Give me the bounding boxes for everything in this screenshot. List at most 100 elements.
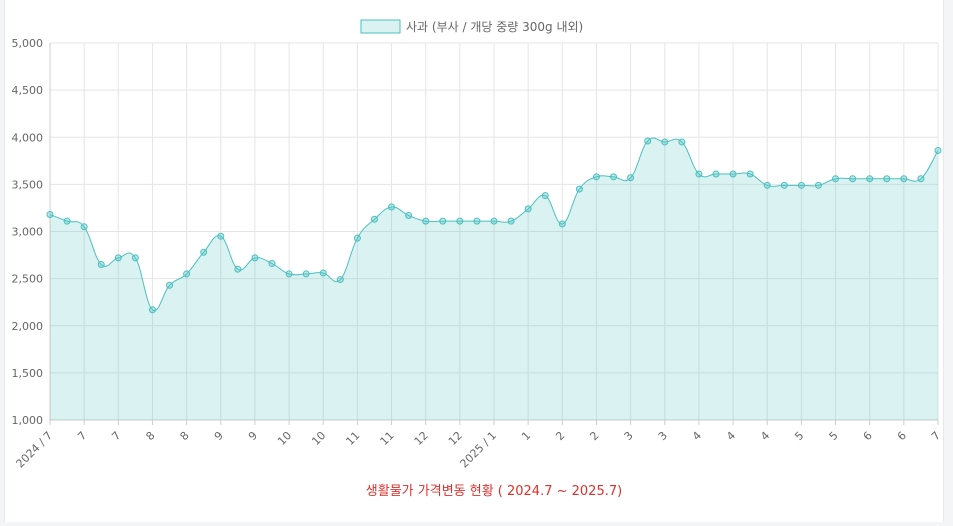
price-chart: 5,000 4,500 4,000 3,500 3,000 2,500 2,000 1,500… — [12, 19, 944, 499]
data-point[interactable] — [405, 211, 413, 219]
x-tick-label: 10 — [309, 429, 328, 448]
data-point[interactable] — [217, 232, 225, 240]
x-tick-label: 3 — [656, 429, 670, 443]
x-tick-label: 7 — [109, 429, 123, 443]
data-point[interactable] — [644, 137, 652, 145]
x-tick-label: 2025 / 1 — [458, 429, 500, 471]
data-point[interactable] — [763, 181, 771, 189]
y-tick-label: 4,000 — [12, 131, 44, 144]
data-point[interactable] — [883, 175, 891, 183]
data-point[interactable] — [490, 217, 498, 225]
data-point[interactable] — [46, 211, 54, 219]
data-point[interactable] — [456, 217, 464, 225]
data-point[interactable] — [388, 203, 396, 211]
data-point[interactable] — [661, 138, 669, 146]
x-tick-label: 11 — [378, 429, 397, 448]
x-tick-label: 9 — [212, 429, 226, 443]
data-point[interactable] — [336, 276, 344, 284]
y-tick-label: 2,000 — [12, 320, 44, 333]
x-tick-label: 6 — [895, 429, 909, 443]
data-point[interactable] — [131, 254, 139, 262]
data-point[interactable] — [592, 173, 600, 181]
x-tick-label: 8 — [143, 429, 157, 443]
x-tick-label: 12 — [446, 429, 465, 448]
y-tick-label: 4,500 — [12, 84, 44, 97]
x-tick-label: 9 — [246, 429, 260, 443]
data-point[interactable] — [183, 270, 191, 278]
data-point[interactable] — [934, 146, 942, 154]
data-point[interactable] — [917, 175, 925, 183]
series-fill — [50, 138, 938, 420]
y-tick-label: 1,500 — [12, 367, 44, 380]
series-line — [49, 137, 939, 312]
data-point[interactable] — [148, 306, 156, 314]
data-point[interactable] — [285, 270, 293, 278]
data-point[interactable] — [900, 175, 908, 183]
y-axis: 5,000 4,500 4,000 3,500 3,000 2,500 2,000 1,500… — [12, 37, 44, 427]
chart-caption: 생활물가 가격변동 현황 ( 2024.7 ~ 2025.7) — [366, 484, 622, 499]
y-tick-label: 5,000 — [12, 37, 44, 50]
chart-card: 5,000 4,500 4,000 3,500 3,000 2,500 2,000 1,500… — [4, 0, 944, 522]
x-tick-label: 2 — [587, 429, 601, 443]
data-point[interactable] — [524, 205, 532, 213]
data-point[interactable] — [422, 217, 430, 225]
y-tick-label: 1,000 — [12, 414, 44, 427]
x-tick-label: 4 — [690, 429, 704, 443]
data-point[interactable] — [849, 175, 857, 183]
y-tick-label: 3,500 — [12, 178, 44, 191]
x-tick-label: 7 — [929, 429, 943, 443]
x-tick-label: 6 — [861, 429, 875, 443]
data-point[interactable] — [473, 217, 481, 225]
data-point[interactable] — [610, 173, 618, 181]
data-point[interactable] — [234, 265, 242, 273]
data-point[interactable] — [729, 170, 737, 178]
data-point[interactable] — [814, 181, 822, 189]
series-area — [49, 137, 939, 420]
data-point[interactable] — [200, 248, 208, 256]
x-tick-label: 5 — [827, 429, 841, 443]
data-point[interactable] — [507, 217, 515, 225]
x-tick-label: 10 — [275, 429, 294, 448]
data-point[interactable] — [746, 170, 754, 178]
data-point[interactable] — [370, 215, 378, 223]
x-tick-label: 8 — [178, 429, 192, 443]
legend-label[interactable]: 사과 (부사 / 개당 중량 300g 내외) — [406, 20, 583, 34]
data-point[interactable] — [63, 217, 71, 225]
data-point[interactable] — [251, 254, 259, 262]
x-tick-label: 7 — [75, 429, 89, 443]
data-point[interactable] — [627, 174, 635, 182]
data-point[interactable] — [319, 269, 327, 277]
data-point[interactable] — [268, 260, 276, 268]
data-point[interactable] — [80, 223, 88, 231]
x-tick-label: 1 — [519, 429, 533, 443]
x-tick-label: 4 — [724, 429, 738, 443]
data-point[interactable] — [558, 220, 566, 228]
data-point[interactable] — [166, 281, 174, 289]
x-tick-label: 5 — [792, 429, 806, 443]
data-point[interactable] — [353, 234, 361, 242]
data-point[interactable] — [97, 260, 105, 268]
x-tick-label: 11 — [343, 429, 362, 448]
data-point[interactable] — [832, 175, 840, 183]
x-tick-label: 3 — [622, 429, 636, 443]
data-point[interactable] — [439, 217, 447, 225]
data-point[interactable] — [575, 185, 583, 193]
data-point[interactable] — [780, 181, 788, 189]
data-point[interactable] — [866, 175, 874, 183]
data-point[interactable] — [541, 192, 549, 200]
x-tick-label: 2 — [553, 429, 567, 443]
grid-lines — [49, 42, 939, 425]
x-tick-label: 12 — [412, 429, 431, 448]
data-point[interactable] — [712, 170, 720, 178]
data-point[interactable] — [114, 254, 122, 262]
y-tick-label: 3,000 — [12, 226, 44, 239]
data-point[interactable] — [797, 181, 805, 189]
data-point[interactable] — [678, 138, 686, 146]
legend[interactable]: 사과 (부사 / 개당 중량 300g 내외) — [360, 19, 583, 34]
data-point[interactable] — [302, 270, 310, 278]
data-point[interactable] — [695, 170, 703, 178]
legend-swatch[interactable] — [360, 19, 401, 34]
x-tick-label: 2024 / 7 — [14, 429, 56, 471]
x-tick-label: 4 — [758, 429, 772, 443]
